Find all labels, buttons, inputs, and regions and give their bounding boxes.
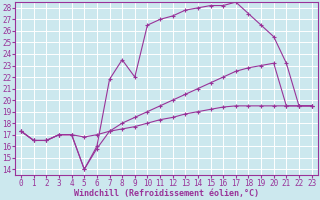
- X-axis label: Windchill (Refroidissement éolien,°C): Windchill (Refroidissement éolien,°C): [74, 189, 259, 198]
